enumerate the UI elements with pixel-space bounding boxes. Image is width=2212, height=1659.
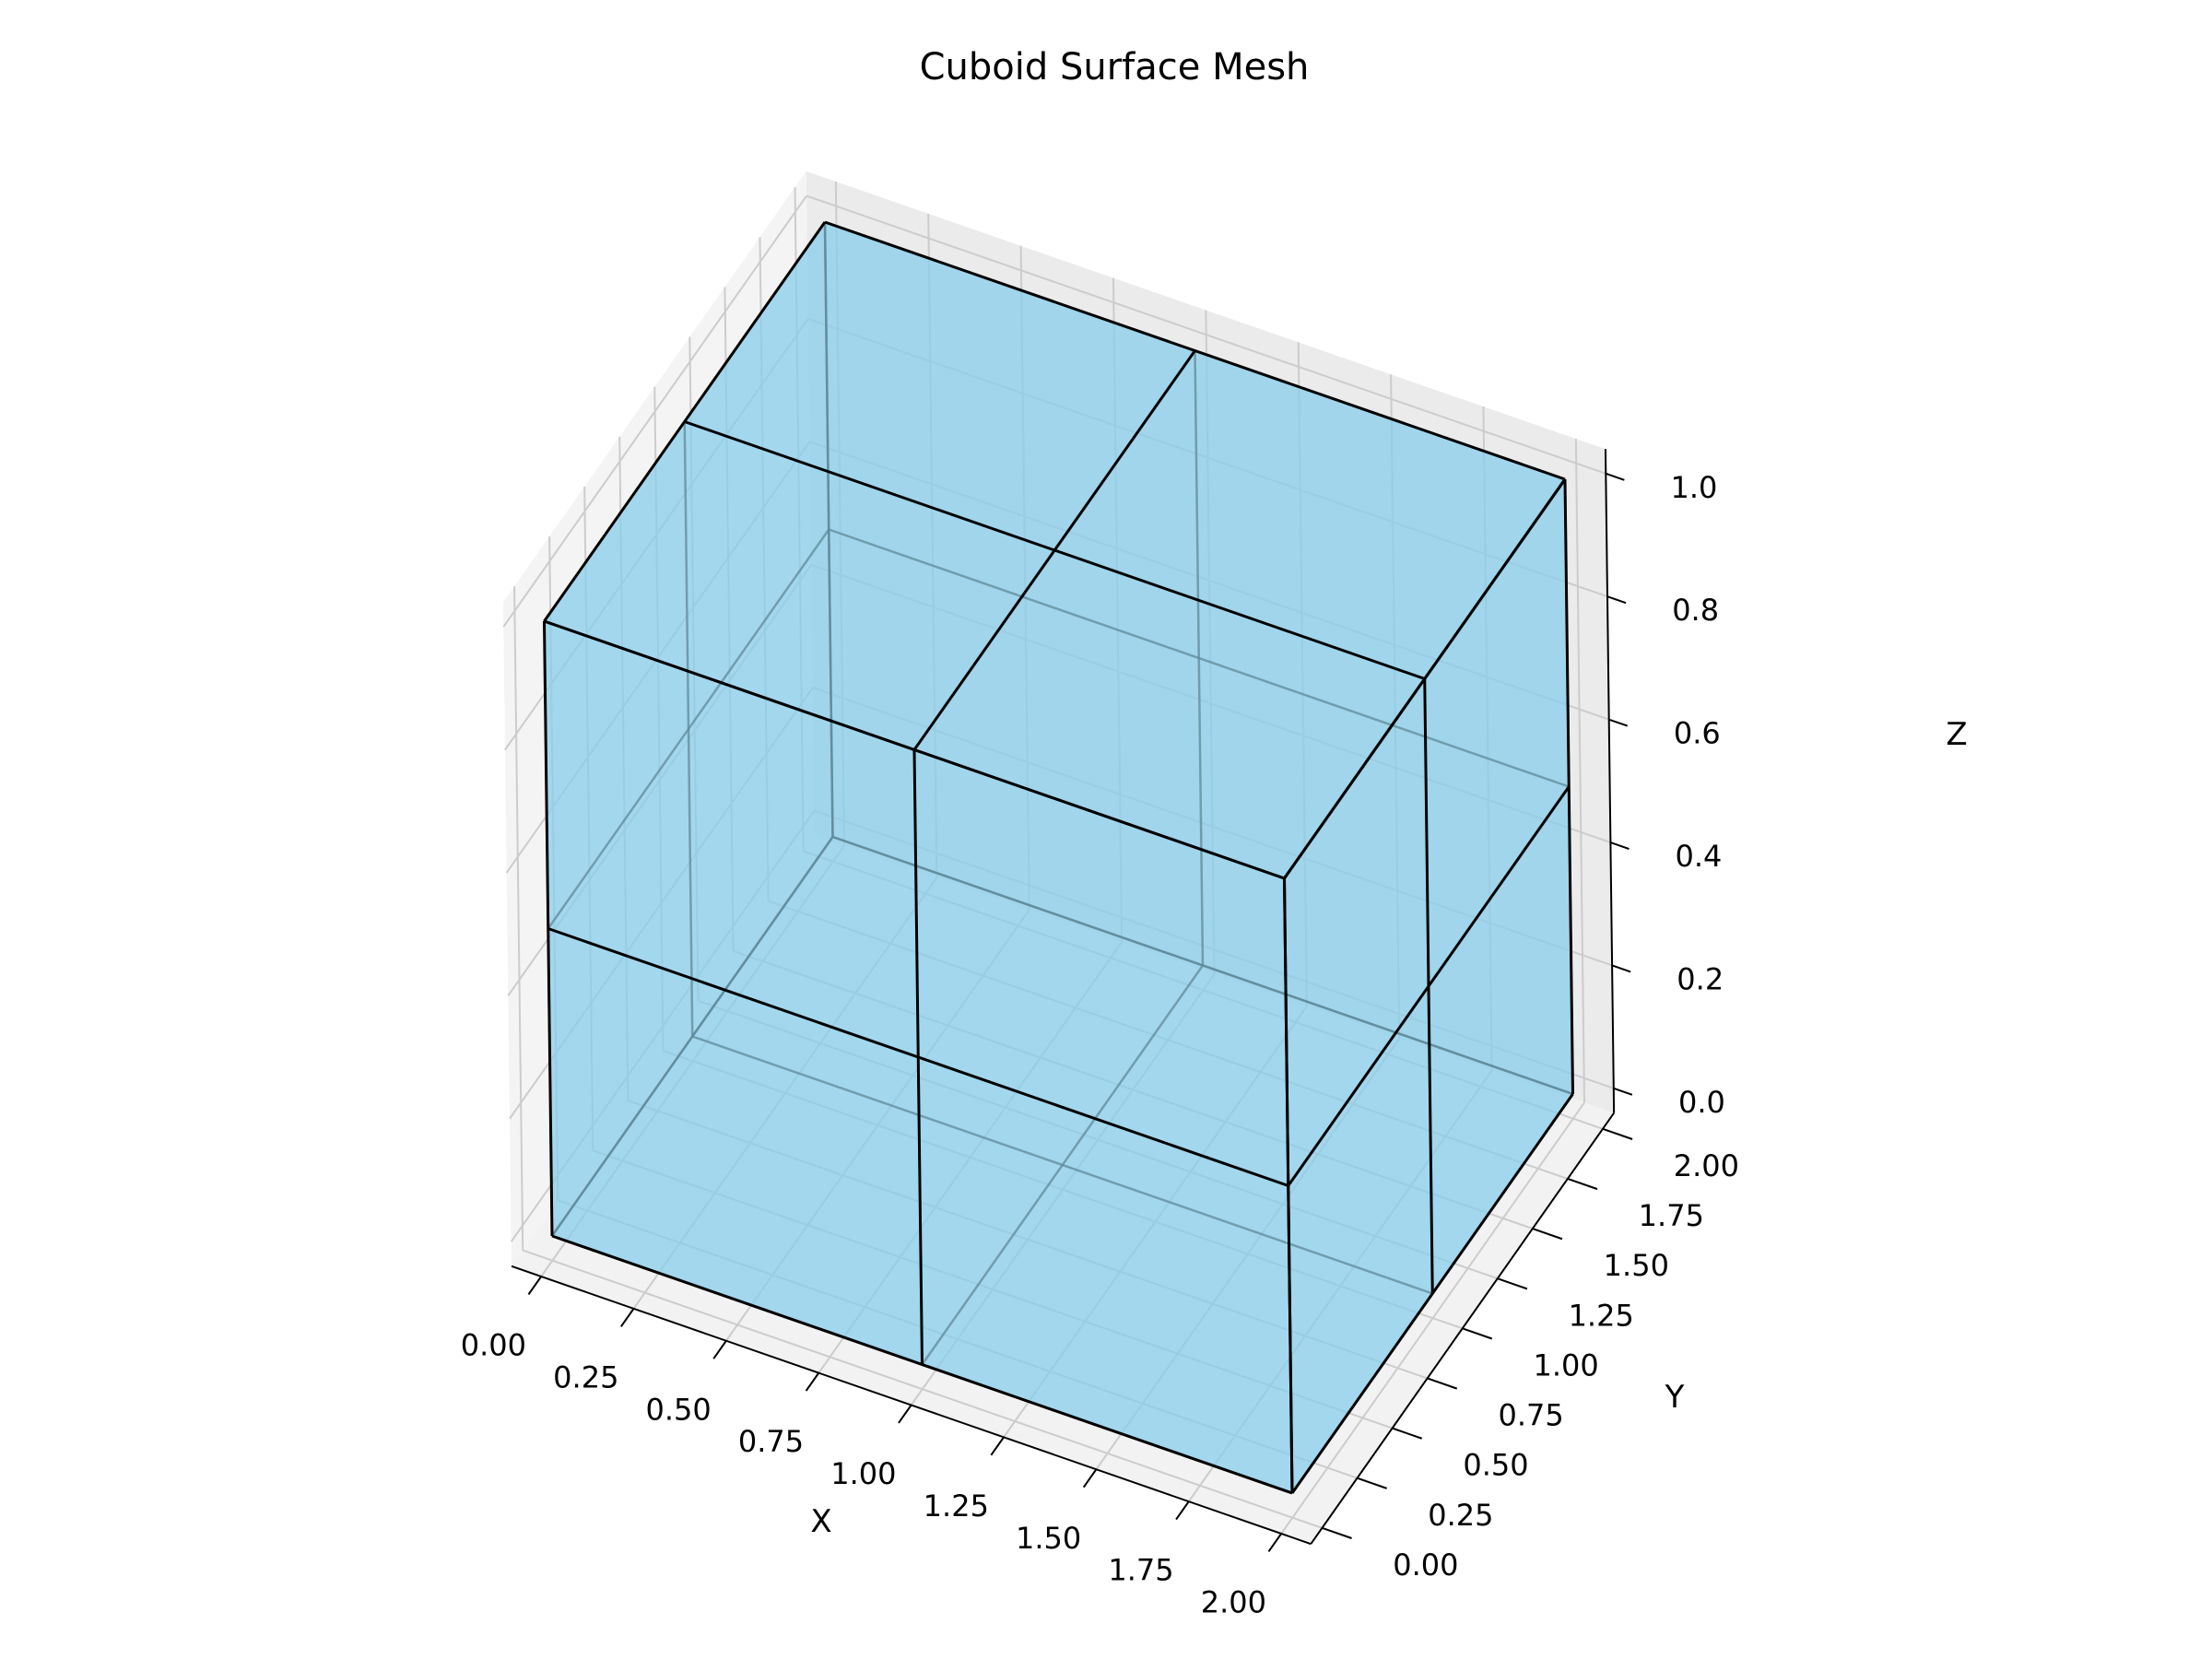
x-tick [1082,1468,1098,1488]
y-tick-label: 0.00 [1393,1547,1458,1583]
y-tick [1392,1427,1423,1440]
y-tick-label: 1.75 [1639,1198,1704,1233]
z-tick [1605,472,1625,481]
z-tick-label: 0.0 [1678,1085,1725,1120]
z-axis-label: Z [1946,716,1967,753]
x-tick-label: 1.75 [1108,1553,1173,1588]
y-tick [1497,1277,1528,1290]
mesh-edge-hidden [550,836,834,1237]
z-tick [1613,1087,1633,1096]
y-tick [1357,1477,1387,1489]
x-tick [805,1372,820,1392]
z-tick [1610,841,1630,850]
y-tick-label: 0.75 [1498,1398,1563,1433]
z-tick-label: 0.2 [1677,961,1724,996]
x-tick [990,1436,1005,1456]
gridline-y-floor [522,1249,1323,1529]
gridline-z-side [502,194,807,628]
cuboid-edges [543,220,1574,1495]
gridline-x-back [1574,438,1586,1103]
x-tick-label: 1.00 [830,1456,896,1491]
y-tick-label: 1.50 [1604,1248,1669,1283]
tick-labels: 0.000.250.500.751.001.251.501.752.000.00… [461,470,1739,1620]
y-tick [1322,1526,1352,1539]
x-tick [527,1276,542,1296]
mesh-edge-hidden [828,528,1570,788]
x-tick [1175,1500,1190,1521]
gridline-z-back [806,194,1606,475]
x-tick-label: 2.00 [1201,1585,1266,1620]
z-tick [1606,595,1627,605]
mesh-edge [1283,478,1567,879]
mesh-edge-hidden [691,1035,1433,1295]
mesh-edge [1287,785,1571,1187]
mesh-edge [547,927,1289,1187]
z-tick-label: 0.4 [1676,839,1723,874]
y-tick [1462,1327,1493,1340]
mesh-edge [1290,1093,1574,1494]
x-tick [898,1404,912,1424]
y-axis-label: Y [1665,1379,1685,1416]
y-tick [1532,1228,1563,1241]
z-tick-label: 0.8 [1672,593,1719,628]
mesh-edge-hidden [832,835,1573,1096]
x-tick-label: 1.25 [924,1488,989,1524]
x-axis-line [511,1265,1312,1546]
x-tick-label: 0.50 [645,1392,711,1427]
gridline-y-side [513,586,524,1251]
chart-title: Cuboid Surface Mesh [920,46,1310,88]
x-tick [712,1340,727,1359]
y-tick-label: 1.25 [1569,1298,1634,1333]
x-tick-label: 0.25 [553,1360,618,1395]
mesh-edge [824,220,1566,481]
tick-marks [527,472,1633,1553]
z-tick [1611,964,1631,973]
y-tick-label: 2.00 [1674,1148,1739,1183]
y-tick-label: 1.00 [1533,1347,1598,1382]
y-tick-label: 0.50 [1463,1448,1528,1483]
y-tick-label: 0.25 [1428,1498,1493,1533]
mesh-edge-hidden [547,528,830,930]
x-tick-label: 0.75 [738,1424,804,1459]
mesh-edge [544,619,1285,880]
y-tick [1427,1377,1458,1390]
x-tick [1267,1533,1282,1553]
mesh-edge [551,1234,1293,1495]
z-tick-label: 0.6 [1674,716,1721,751]
y-tick [1567,1178,1598,1191]
y-tick [1602,1127,1633,1140]
z-axis-line [1604,449,1616,1113]
x-tick-label: 0.00 [461,1328,526,1363]
x-axis-label: X [810,1503,831,1540]
z-tick [1608,718,1629,727]
x-tick-label: 1.50 [1016,1521,1081,1556]
x-tick [620,1308,635,1327]
z-tick-label: 1.0 [1671,470,1718,505]
mesh-edge [684,420,1426,680]
